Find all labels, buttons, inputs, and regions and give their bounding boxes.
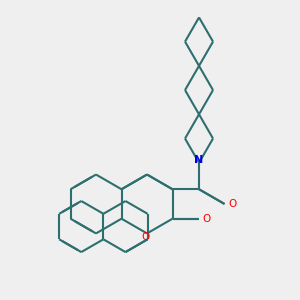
Text: O: O (228, 199, 236, 209)
Text: O: O (203, 214, 211, 224)
Text: O: O (141, 232, 149, 242)
Text: N: N (194, 155, 204, 165)
